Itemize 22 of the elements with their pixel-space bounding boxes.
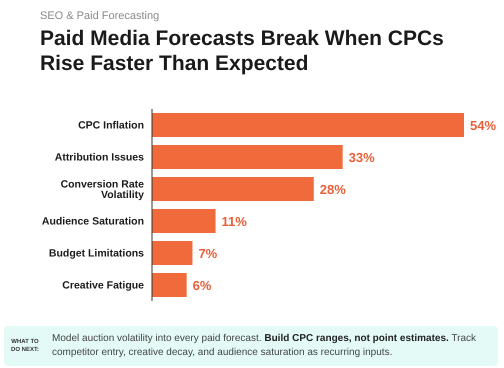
y-tick-label: CPC Inflation [78,120,144,132]
bar [152,113,464,137]
y-tick-label: Attribution Issues [54,152,144,164]
bar [152,209,216,233]
bar [152,241,192,265]
text: Build CPC ranges, not point estimates. [264,333,449,344]
y-tick-label: Budget Limitations [48,248,144,260]
chart-title: Paid Media Forecasts Break When CPCs Rise Faster Than Expected [40,26,445,76]
data-label: 7% [198,246,218,261]
y-tick-label: Creative Fatigue [62,280,144,292]
data-label: 54% [470,118,496,133]
bar [152,177,314,201]
text: Model auction volatility into every paid forecast. [52,333,262,344]
y-tick-label: Audience Saturation [42,216,144,228]
data-label: 6% [192,278,212,293]
y-tick-label: Conversion Rate Volatility [60,178,144,201]
data-label: 33% [348,150,376,165]
bar [152,273,187,297]
data-label: 28% [320,182,346,197]
data-label: 11% [222,214,248,229]
chart-subtitle: SEO & Paid Forecasting [40,10,160,22]
bar [152,145,343,169]
